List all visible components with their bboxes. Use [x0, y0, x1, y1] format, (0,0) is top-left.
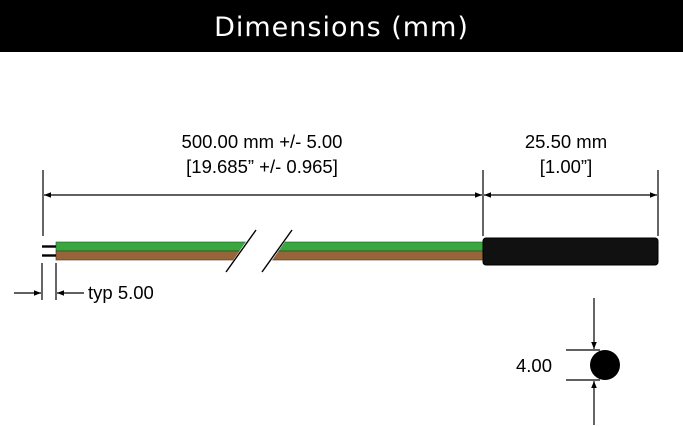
wire-break-gap: [225, 230, 293, 272]
break-line-left: [225, 229, 257, 273]
wire-length-mm-label: 500.00 mm +/- 5.00: [182, 131, 343, 152]
sensor-sleeve: [482, 237, 659, 266]
break-line-right: [261, 229, 293, 273]
header-bar: Dimensions (mm): [0, 0, 683, 52]
strip-length-label: typ 5.00: [88, 282, 154, 303]
sleeve-cross-section: [590, 350, 620, 380]
sleeve-length-inch-label: [1.00”]: [540, 156, 592, 177]
page-title: Dimensions (mm): [214, 11, 469, 43]
wire-length-inch-label: [19.685” +/- 0.965]: [186, 156, 338, 177]
sleeve-length-mm-label: 25.50 mm: [525, 131, 607, 152]
sleeve-diameter-label: 4.00: [516, 355, 552, 376]
